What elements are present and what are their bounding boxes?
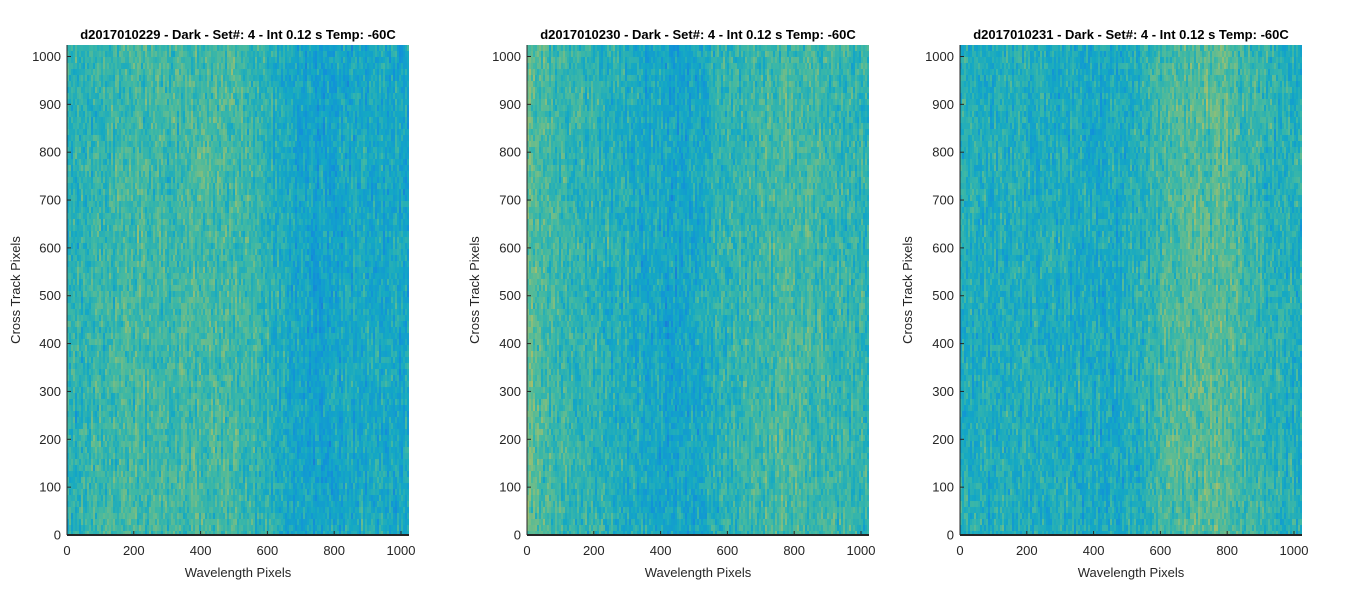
- heatmap-panel-1: 0 200 400 600 800 1000 0 100 200 300 400 500 600 700 8…: [8, 27, 415, 580]
- heatmap-image: [67, 45, 409, 535]
- y-tick-label: 700: [499, 193, 521, 208]
- y-tick-label: 600: [499, 240, 521, 255]
- x-axis-label: Wavelength Pixels: [1078, 565, 1185, 580]
- y-axis-label: Cross Track Pixels: [8, 236, 23, 344]
- x-tick-label: 800: [323, 543, 345, 558]
- x-tick-label: 1000: [387, 543, 416, 558]
- y-tick-label: 700: [932, 193, 954, 208]
- x-tick-label: 200: [123, 543, 145, 558]
- y-tick-label: 0: [947, 528, 954, 543]
- y-tick-label: 1000: [32, 49, 61, 64]
- y-tick-label: 200: [499, 432, 521, 447]
- y-tick-label: 900: [39, 97, 61, 112]
- y-tick-label: 300: [932, 384, 954, 399]
- y-tick-label: 100: [39, 480, 61, 495]
- y-tick-label: 300: [499, 384, 521, 399]
- heatmap-image: [527, 45, 869, 535]
- y-tick-label: 0: [514, 528, 521, 543]
- y-tick-label: 400: [932, 336, 954, 351]
- y-tick-label: 800: [932, 145, 954, 160]
- y-tick-label: 500: [39, 288, 61, 303]
- y-tick-label: 700: [39, 193, 61, 208]
- chart-title: d2017010230 - Dark - Set#: 4 - Int 0.12 …: [540, 27, 856, 42]
- y-tick-label: 200: [39, 432, 61, 447]
- y-tick-label: 800: [39, 145, 61, 160]
- chart-title: d2017010229 - Dark - Set#: 4 - Int 0.12 …: [80, 27, 396, 42]
- heatmap-panel-2: 0 200 400 600 800 1000 0 100 200 300 400 500 600 700 8…: [467, 27, 875, 580]
- y-tick-label: 900: [499, 97, 521, 112]
- x-tick-label: 0: [523, 543, 530, 558]
- y-tick-label: 400: [39, 336, 61, 351]
- x-tick-label: 600: [1150, 543, 1172, 558]
- x-tick-label: 400: [190, 543, 212, 558]
- y-tick-label: 400: [499, 336, 521, 351]
- x-tick-label: 0: [956, 543, 963, 558]
- heatmap-image: [960, 45, 1302, 535]
- y-tick-label: 200: [932, 432, 954, 447]
- x-tick-label: 200: [1016, 543, 1038, 558]
- y-tick-label: 1000: [492, 49, 521, 64]
- x-tick-label: 200: [583, 543, 605, 558]
- x-tick-label: 600: [257, 543, 279, 558]
- x-tick-label: 400: [1083, 543, 1105, 558]
- x-tick-label: 600: [717, 543, 739, 558]
- y-axis-label: Cross Track Pixels: [900, 236, 915, 344]
- x-tick-label: 1000: [847, 543, 876, 558]
- x-tick-label: 400: [650, 543, 672, 558]
- heatmap-panel-3: 0 200 400 600 800 1000 0 100 200 300 400 500 600 700 8…: [900, 27, 1308, 580]
- x-tick-label: 800: [1216, 543, 1238, 558]
- y-tick-label: 0: [54, 528, 61, 543]
- y-axis-label: Cross Track Pixels: [467, 236, 482, 344]
- y-tick-label: 1000: [925, 49, 954, 64]
- chart-title: d2017010231 - Dark - Set#: 4 - Int 0.12 …: [973, 27, 1289, 42]
- y-tick-label: 900: [932, 97, 954, 112]
- x-tick-label: 800: [783, 543, 805, 558]
- y-tick-label: 100: [499, 480, 521, 495]
- y-tick-label: 500: [499, 288, 521, 303]
- x-tick-label: 1000: [1280, 543, 1309, 558]
- y-tick-label: 500: [932, 288, 954, 303]
- x-tick-label: 0: [63, 543, 70, 558]
- x-axis-label: Wavelength Pixels: [185, 565, 292, 580]
- y-tick-label: 300: [39, 384, 61, 399]
- y-tick-label: 600: [932, 240, 954, 255]
- y-tick-label: 100: [932, 480, 954, 495]
- x-axis-label: Wavelength Pixels: [645, 565, 752, 580]
- y-tick-label: 600: [39, 240, 61, 255]
- y-tick-label: 800: [499, 145, 521, 160]
